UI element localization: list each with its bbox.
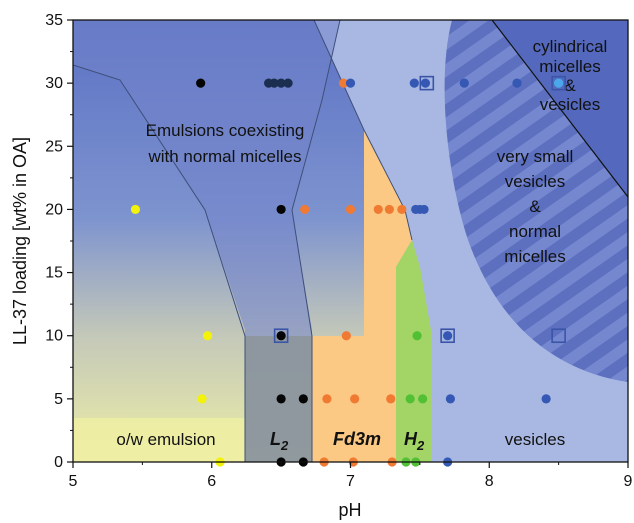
open-square-marker: [551, 328, 566, 344]
orange-data-point: [300, 204, 310, 215]
l2-label-main: L: [270, 429, 281, 449]
navy-data-point: [269, 78, 279, 88]
boundary-lines: [73, 20, 628, 462]
blue-data-point: [512, 78, 522, 88]
small-vesicles-label-line2: vesicles: [505, 172, 565, 191]
h2-label: H2: [404, 429, 425, 453]
cyl-micelles-label-line2: micelles: [539, 57, 600, 76]
navy-data-point: [283, 78, 293, 88]
green-data-point: [418, 394, 428, 404]
open-square-marker: [551, 75, 566, 91]
blue-data-point: [443, 331, 453, 341]
y-tick-label: 15: [45, 265, 63, 282]
x-tick-label: 6: [207, 473, 216, 490]
yellow-data-point: [197, 394, 207, 404]
ow-emulsion-band: [73, 418, 245, 462]
y-tick-label: 5: [54, 391, 63, 408]
emulsion-micelles-label-line1: Emulsions coexisting: [146, 121, 305, 140]
black-data-point: [276, 331, 286, 341]
orange-data-point: [345, 204, 356, 215]
orange-data-point: [322, 394, 332, 404]
open-square-markers: [273, 75, 566, 344]
ow-emulsion-label: o/w emulsion: [116, 430, 215, 449]
y-tick-label: 10: [45, 328, 63, 345]
cyl-micelles-label-line4: vesicles: [540, 95, 600, 114]
navy-data-point: [276, 78, 286, 88]
black-data-point: [298, 394, 308, 404]
vesicles-label: vesicles: [505, 430, 565, 449]
open-square-marker: [440, 328, 455, 344]
y-tick-label: 25: [45, 138, 63, 155]
orange-data-point: [338, 78, 349, 88]
blue-data-point: [459, 78, 469, 88]
orange-data-point: [373, 204, 383, 215]
green-data-point: [412, 331, 422, 341]
h2-region: [396, 240, 432, 462]
x-axis-label: pH: [338, 500, 361, 520]
orange-data-point: [397, 204, 407, 215]
black-data-point: [276, 394, 286, 404]
fd3m-label: Fd3m: [333, 429, 381, 449]
l2-label-subscript: 2: [280, 438, 289, 453]
cyl-micelles-label-line3: &: [564, 76, 576, 95]
y-axis-ticks: 0 5 10 15 20 25 30 35: [45, 12, 73, 471]
open-square-marker: [419, 75, 435, 91]
h2-label-subscript: 2: [416, 438, 425, 453]
blue-data-point: [409, 78, 419, 88]
yellow-data-point: [130, 204, 141, 215]
y-tick-label: 20: [45, 201, 63, 218]
blue-data-point: [420, 78, 431, 88]
l2-label: L2: [270, 429, 289, 453]
light_blue-data-point: [554, 78, 564, 88]
black-data-point: [276, 204, 286, 215]
cyl-micelles-label-line1: cylindrical: [533, 37, 608, 56]
small-vesicles-label-line4: normal: [509, 222, 561, 241]
small-vesicles-label-line3: &: [529, 197, 541, 216]
orange-data-point: [386, 394, 396, 404]
open-square-marker: [273, 328, 289, 344]
blue-data-point: [541, 394, 551, 404]
x-tick-label: 8: [485, 473, 494, 490]
orange-data-point: [341, 331, 351, 341]
y-axis-label: LL-37 loading [wt% in OA]: [10, 137, 30, 345]
emulsion-micelles-label-line2: with normal micelles: [147, 147, 301, 166]
x-tick-label: 7: [346, 473, 355, 490]
y-tick-label: 35: [45, 12, 63, 29]
orange-data-point: [384, 204, 394, 215]
green-data-point: [405, 394, 415, 404]
yellow-data-point: [202, 331, 213, 341]
x-axis-ticks: 5 6 7 8 9: [69, 462, 633, 490]
blue-data-point: [345, 78, 356, 88]
black-data-point: [196, 78, 206, 88]
small-vesicles-label-line1: very small: [497, 147, 574, 166]
blue-data-point: [445, 394, 455, 404]
h2-label-main: H: [404, 429, 418, 449]
x-tick-label: 5: [69, 473, 78, 490]
y-tick-label: 30: [45, 75, 63, 92]
region-labels: Emulsions coexisting with normal micelle…: [116, 37, 607, 453]
blue-data-point: [419, 204, 429, 215]
small-vesicles-label-line5: micelles: [504, 247, 565, 266]
y-tick-label: 0: [54, 454, 63, 471]
orange-data-point: [350, 394, 360, 404]
x-tick-label: 9: [624, 473, 633, 490]
